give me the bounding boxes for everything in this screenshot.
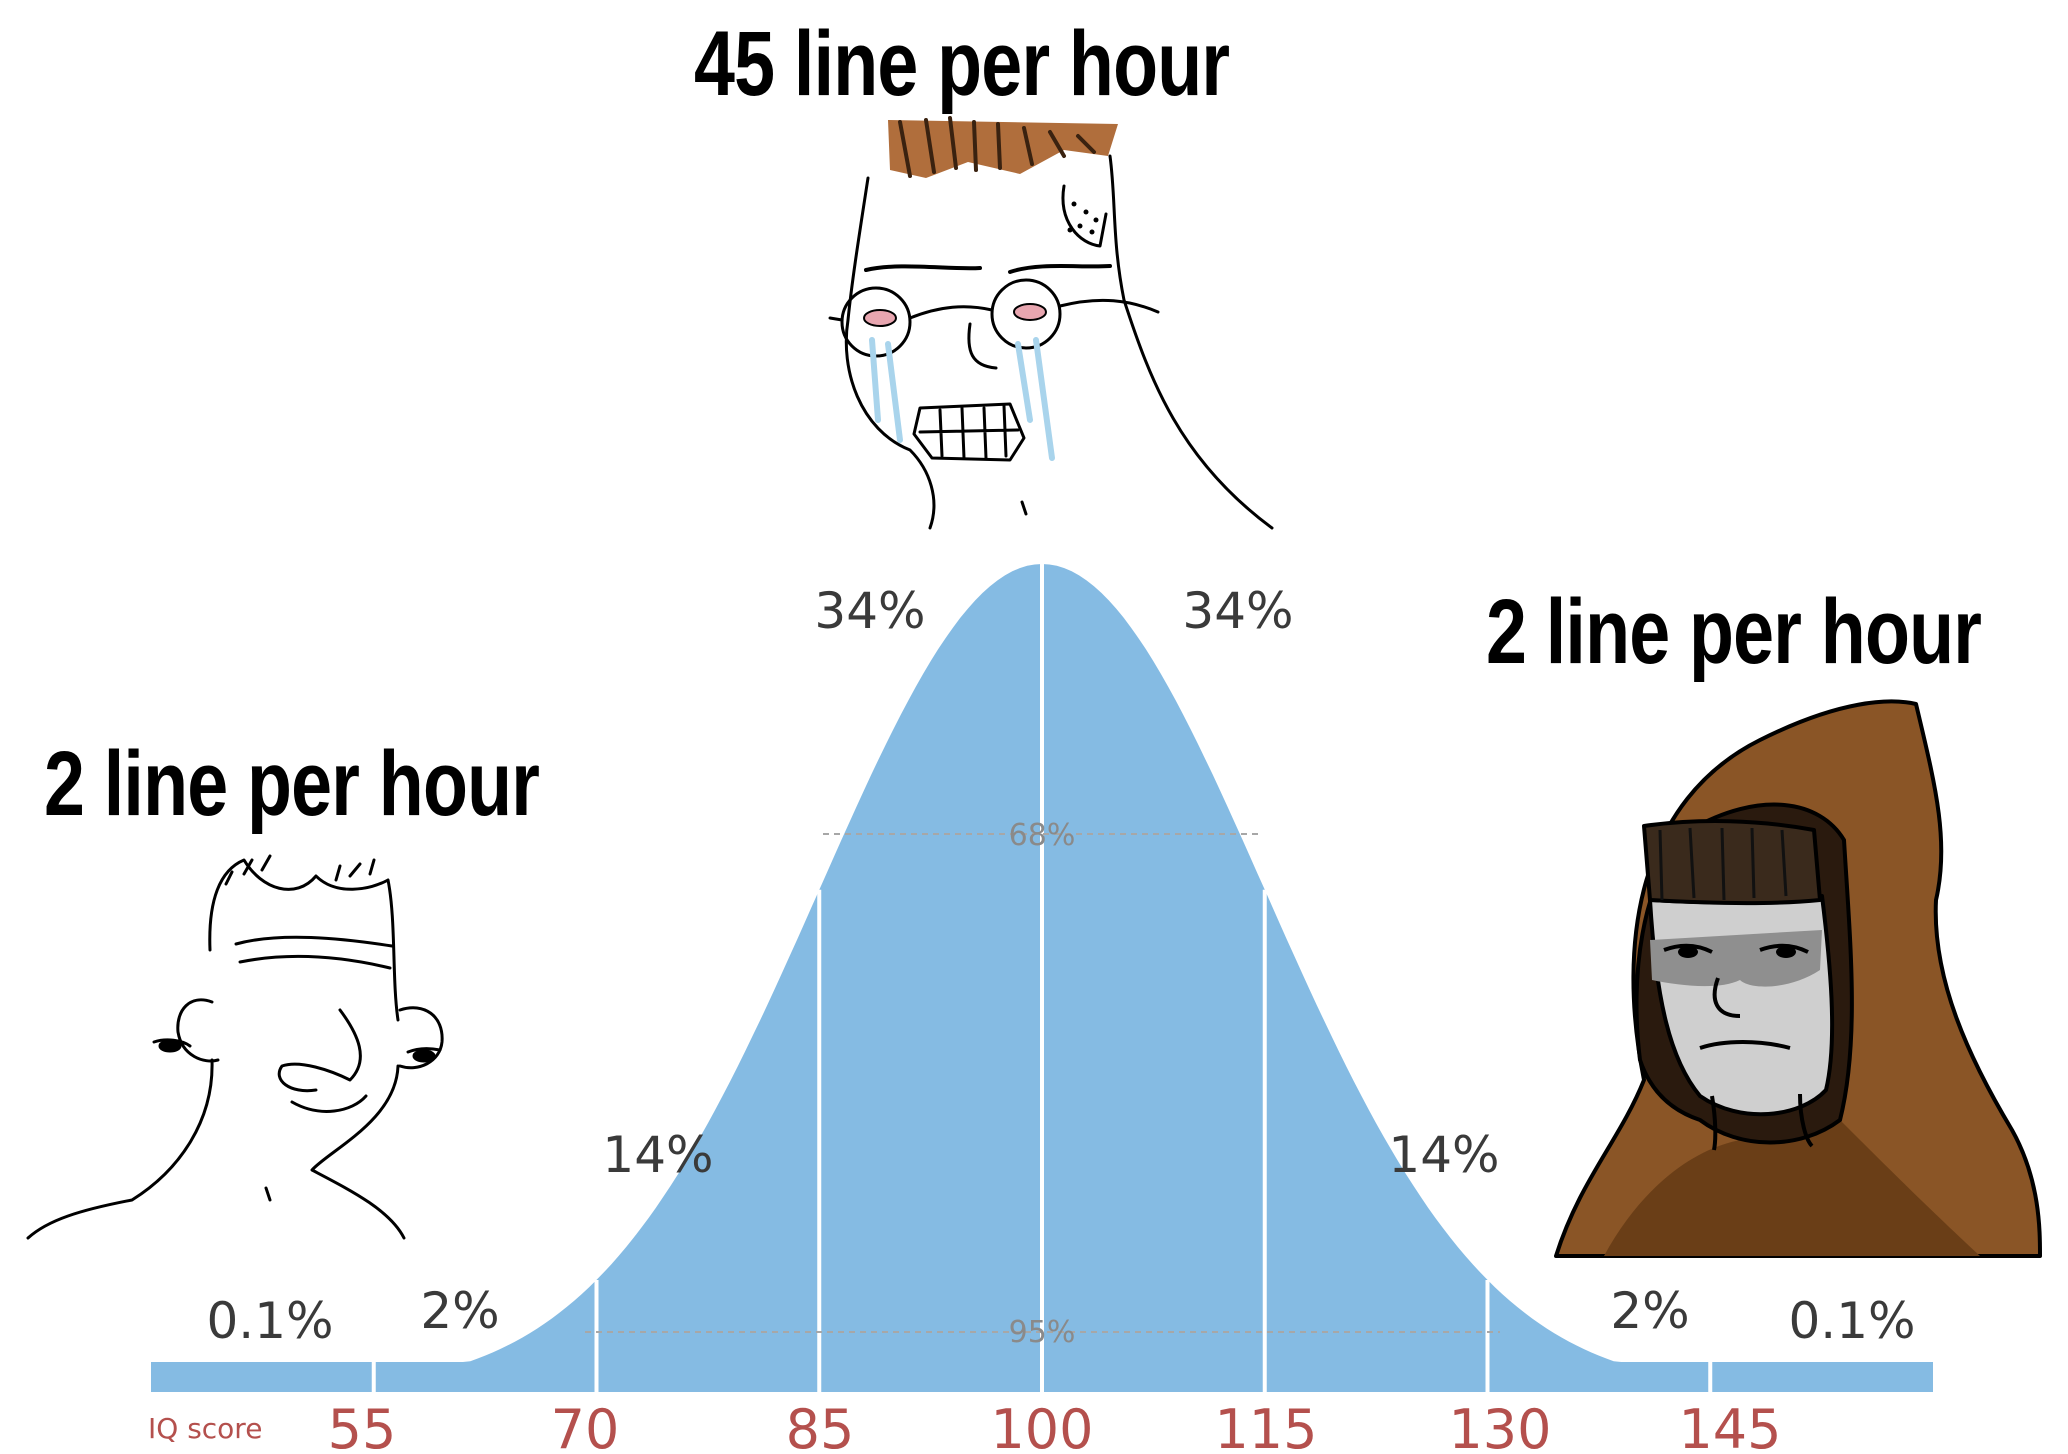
segment-label: 0.1% [1788,1292,1915,1350]
segment-label: 0.1% [206,1292,333,1350]
x-tick-label: 145 [1678,1398,1781,1454]
brainlet-wojak [26,854,444,1240]
hooded-monk-wojak [1554,699,2042,1258]
caption-left: 2 line per hour [44,733,540,835]
interval-68-label: 68% [1009,818,1076,853]
segment-label: 14% [602,1126,713,1184]
segment-label: 34% [1182,582,1293,640]
x-tick-label: 70 [551,1398,620,1454]
hair-tuft [888,120,1118,178]
x-tick-label: 115 [1214,1398,1317,1454]
x-tick-label: 85 [786,1398,855,1454]
segment-label: 2% [1610,1282,1689,1340]
segment-label: 14% [1388,1126,1499,1184]
segment-label: 34% [814,582,925,640]
x-tick-label: 130 [1448,1398,1551,1454]
sd-dividers [371,564,1713,1392]
x-tick-label: 55 [328,1398,397,1454]
caption-top: 45 line per hour [694,13,1230,115]
bell-curve-chart: 68% 95% 0.1% 2% 14% 34% 34% 14% 2% 0.1% … [148,564,1933,1454]
caption-right: 2 line per hour [1486,581,1982,683]
x-tick-label: 100 [990,1398,1093,1454]
segment-label: 2% [420,1282,499,1340]
interval-95-label: 95% [1009,1315,1076,1350]
x-axis-label: IQ score [148,1412,262,1445]
crying-glasses-wojak [828,116,1274,530]
